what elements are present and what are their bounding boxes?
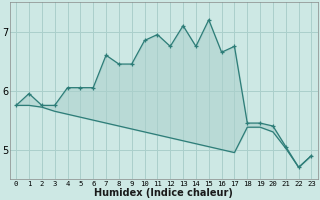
X-axis label: Humidex (Indice chaleur): Humidex (Indice chaleur)	[94, 188, 233, 198]
